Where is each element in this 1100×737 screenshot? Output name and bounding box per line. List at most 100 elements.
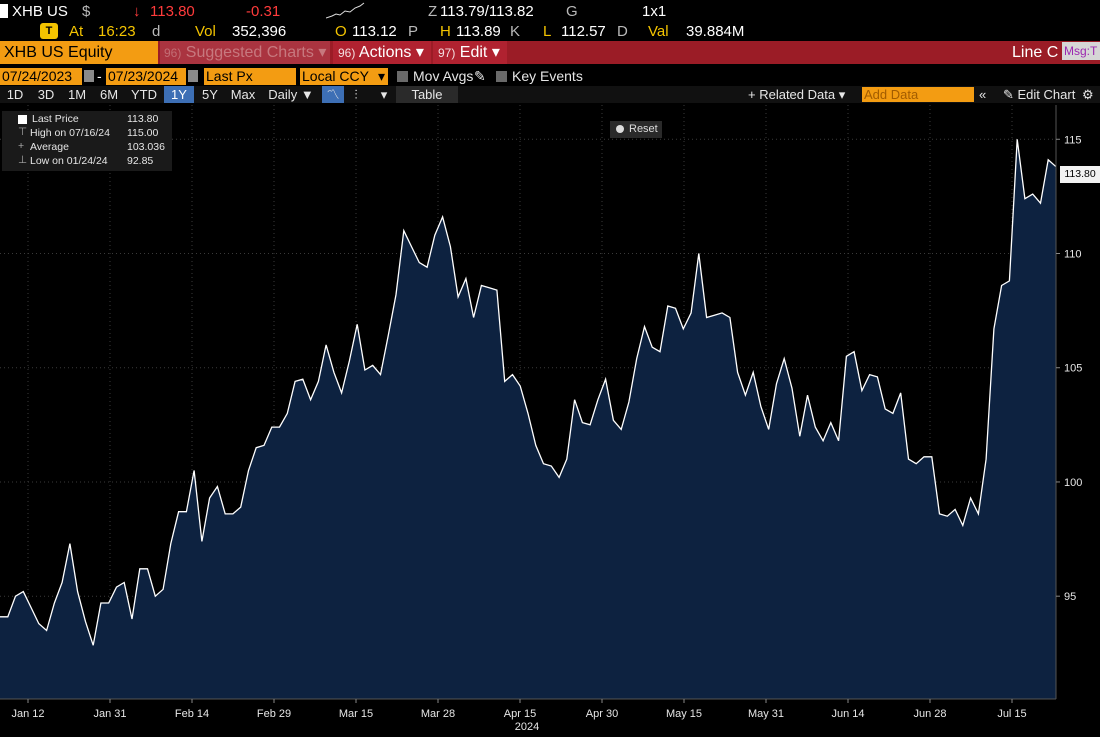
edit-number: 97) <box>438 46 456 60</box>
bid-ask-suffix: G <box>566 3 578 20</box>
period-button-6m[interactable]: 6M <box>99 87 119 102</box>
quote-header-row2: T At 16:23 d Vol 352,396 O 113.12 P H 11… <box>0 22 1100 42</box>
price-area <box>0 139 1056 700</box>
calendar-icon[interactable] <box>84 70 94 82</box>
x-tick-label: May 31 <box>748 708 784 720</box>
related-data-button[interactable]: + Related Data ▾ <box>748 87 846 102</box>
volume-value: 352,396 <box>232 23 287 40</box>
x-tick-label: Feb 29 <box>257 708 291 720</box>
bar-chart-icon[interactable]: ⫶ <box>354 87 358 102</box>
mov-avgs-checkbox[interactable] <box>397 71 408 82</box>
dropdown-arrow-icon: ▾ <box>491 44 500 61</box>
calendar-icon[interactable] <box>188 70 198 82</box>
y-axis-ticks: 95 100 105 110 115 <box>1056 134 1082 603</box>
edit-menu-button[interactable]: 97) Edit ▾ <box>433 41 507 64</box>
x-tick-label: Jan 31 <box>93 708 126 720</box>
x-tick-label: Jan 12 <box>11 708 44 720</box>
y-tick-label: 105 <box>1064 363 1082 375</box>
field-selector[interactable]: Last Px <box>204 68 296 85</box>
legend-high-label: High on 07/16/24 <box>30 127 110 139</box>
chart-legend: Last Price 113.80 ⊤ High on 07/16/24 115… <box>2 111 172 171</box>
currency-label: $ <box>82 3 91 20</box>
quote-size: 1x1 <box>642 3 667 20</box>
high-marker-icon: ⊤ <box>18 126 28 138</box>
x-tick-label: Mar 28 <box>421 708 455 720</box>
high-value: 113.89 <box>456 23 501 40</box>
bid-ask: 113.79/113.82 <box>440 3 534 20</box>
line-chart-icon[interactable]: 〽 <box>322 86 344 103</box>
x-axis-ticks: Jan 12 Jan 31 Feb 14 Feb 29 Mar 15 Mar 28 Apr … <box>11 699 1027 720</box>
dropdown-arrow-icon[interactable]: ▾ <box>380 87 388 102</box>
quote-header-row1: XHB US $ ↓ 113.80 -0.31 Z 113.79/113.82 … <box>0 2 1100 22</box>
legend-last-price-value: 113.80 <box>127 113 159 125</box>
mov-avgs-label[interactable]: Mov Avgs <box>413 68 474 84</box>
x-tick-label: Apr 30 <box>586 708 618 720</box>
y-tick-label: 100 <box>1064 477 1082 489</box>
reset-button[interactable]: Reset <box>610 121 662 138</box>
x-tick-label: Mar 15 <box>339 708 373 720</box>
period-button-1m[interactable]: 1M <box>67 87 87 102</box>
chart-controls: 07/24/2023 - 07/23/2024 Last Px Local CC… <box>0 68 1100 86</box>
time-suffix: d <box>152 23 161 40</box>
gear-icon[interactable]: ⚙ <box>1082 87 1094 102</box>
open-label: O <box>335 23 347 40</box>
dropdown-arrow-icon: ▼ <box>300 87 314 102</box>
actions-menu-button[interactable]: 96) Actions ▾ <box>333 41 431 64</box>
y-tick-label: 110 <box>1064 249 1082 261</box>
key-events-label[interactable]: Key Events <box>512 68 583 84</box>
high-label: H <box>440 23 451 40</box>
collapse-icon[interactable]: « <box>979 87 987 102</box>
period-button-1y[interactable]: 1Y <box>164 86 194 103</box>
legend-high-value: 115.00 <box>127 127 159 139</box>
x-tick-label: Jun 14 <box>831 708 864 720</box>
net-change: -0.31 <box>246 3 281 20</box>
add-data-input[interactable]: Add Data <box>862 87 974 102</box>
pencil-icon[interactable]: ✎ <box>474 68 486 84</box>
period-button-5y[interactable]: 5Y <box>202 87 218 102</box>
suggested-charts-number: 96) <box>164 46 182 60</box>
reset-label: Reset <box>629 123 658 135</box>
period-button-1d[interactable]: 1D <box>6 87 24 102</box>
currency-selector[interactable]: Local CCY ▾ <box>300 68 388 85</box>
edit-label: Edit <box>459 44 488 61</box>
period-button-3d[interactable]: 3D <box>37 87 55 102</box>
low-label: L <box>543 23 552 40</box>
y-tick-label: 95 <box>1064 591 1076 603</box>
period-button-max[interactable]: Max <box>230 87 256 102</box>
key-events-checkbox[interactable] <box>496 71 507 82</box>
currency-selector-label: Local CCY <box>302 68 369 84</box>
sparkline-icon <box>326 2 365 19</box>
table-button[interactable]: Table <box>396 86 458 103</box>
frequency-label: Daily <box>268 87 298 102</box>
price-chart[interactable]: 95 100 105 110 115 Jan 12 Jan 31 Feb 14 Feb 29 M… <box>0 103 1100 737</box>
high-suffix: K <box>510 23 521 40</box>
chart-type-label: Line C <box>1012 44 1059 61</box>
period-button-ytd[interactable]: YTD <box>131 87 157 102</box>
dropdown-arrow-icon: ▾ <box>377 68 385 84</box>
open-value: 113.12 <box>352 23 397 40</box>
start-date-field[interactable]: 07/24/2023 <box>0 68 82 85</box>
legend-last-price: Last Price 113.80 <box>2 113 172 126</box>
legend-high: ⊤ High on 07/16/24 115.00 <box>2 126 172 140</box>
edit-chart-button[interactable]: ✎ Edit Chart <box>1003 87 1076 102</box>
legend-average: + Average 103.036 <box>2 140 172 154</box>
value-label: Val <box>648 23 669 40</box>
security-name-field[interactable]: XHB US Equity <box>0 41 158 64</box>
period-selector-row: 1D 3D 1M 6M YTD 1Y 5Y Max Daily ▼ 〽 ⫶ ▾ Table +… <box>0 86 1100 103</box>
volume-label: Vol <box>195 23 216 40</box>
legend-average-label: Average <box>30 141 69 153</box>
at-label: At <box>69 23 84 40</box>
dropdown-arrow-icon: ▾ <box>415 44 424 61</box>
message-badge[interactable]: Msg:T <box>1062 42 1100 60</box>
suggested-charts-button[interactable]: 96) Suggested Charts ▾ <box>160 41 330 64</box>
end-date-field[interactable]: 07/23/2024 <box>106 68 186 85</box>
ticker-label[interactable]: XHB US <box>12 3 68 20</box>
edit-chart-label: Edit Chart <box>1017 87 1076 102</box>
down-arrow-icon: ↓ <box>133 3 141 20</box>
last-price: 113.80 <box>150 3 195 20</box>
frequency-selector[interactable]: Daily ▼ <box>266 86 316 103</box>
bid-ask-prefix: Z <box>428 3 438 20</box>
legend-low-value: 92.85 <box>127 155 154 167</box>
year-label: 2024 <box>515 721 539 733</box>
average-marker-icon: + <box>18 140 25 152</box>
